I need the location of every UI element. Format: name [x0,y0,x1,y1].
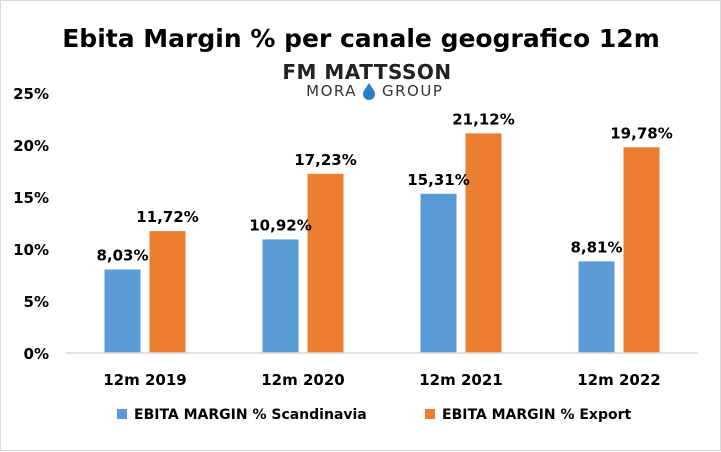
bar-export [465,133,502,353]
data-label: 21,12% [452,110,514,128]
logo-text-right: GROUP [382,82,443,100]
y-tick-label: 0% [24,345,49,363]
logo-text-top: FM MATTSSON [282,60,451,84]
y-tick-label: 20% [13,137,49,155]
x-tick-label: 12m 2020 [261,371,344,389]
y-tick-label: 15% [13,189,49,207]
bar-scandinavia [262,239,299,353]
data-label: 10,92% [249,216,311,234]
bars-group [104,133,660,353]
data-label: 15,31% [407,171,469,189]
y-tick-label: 10% [13,241,49,259]
legend-swatch-scandinavia [117,409,127,419]
y-tick-label: 25% [13,85,49,103]
bar-export [623,147,660,353]
x-axis: 12m 2019 12m 2020 12m 2021 12m 2022 [103,371,660,389]
data-label: 11,72% [136,208,198,226]
data-label: 8,03% [96,246,148,264]
chart-title: Ebita Margin % per canale geografico 12m [62,24,660,53]
data-labels-group: 8,03% 11,72% 10,92% 17,23% 15,31% 21,12% 8,81%… [96,110,672,264]
bar-scandinavia [104,269,141,353]
y-axis: 0% 5% 10% 15% 20% 25% [13,85,49,363]
bar-scandinavia [578,261,615,353]
legend-swatch-export [425,409,435,419]
legend-label: EBITA MARGIN % Scandinavia [134,407,367,423]
data-label: 8,81% [570,238,622,256]
company-logo: FM MATTSSON MORA GROUP [282,60,451,100]
x-tick-label: 12m 2022 [577,371,660,389]
x-tick-label: 12m 2021 [419,371,502,389]
water-drop-icon [363,83,375,100]
legend-label: EBITA MARGIN % Export [442,407,631,423]
y-tick-label: 5% [24,293,49,311]
bar-export [149,231,186,353]
bar-export [307,173,344,353]
logo-text-left: MORA [306,82,357,100]
bar-scandinavia [420,193,457,353]
data-label: 17,23% [294,151,356,169]
data-label: 19,78% [610,124,672,142]
legend: EBITA MARGIN % Scandinavia EBITA MARGIN %… [117,407,631,423]
x-tick-label: 12m 2019 [103,371,186,389]
